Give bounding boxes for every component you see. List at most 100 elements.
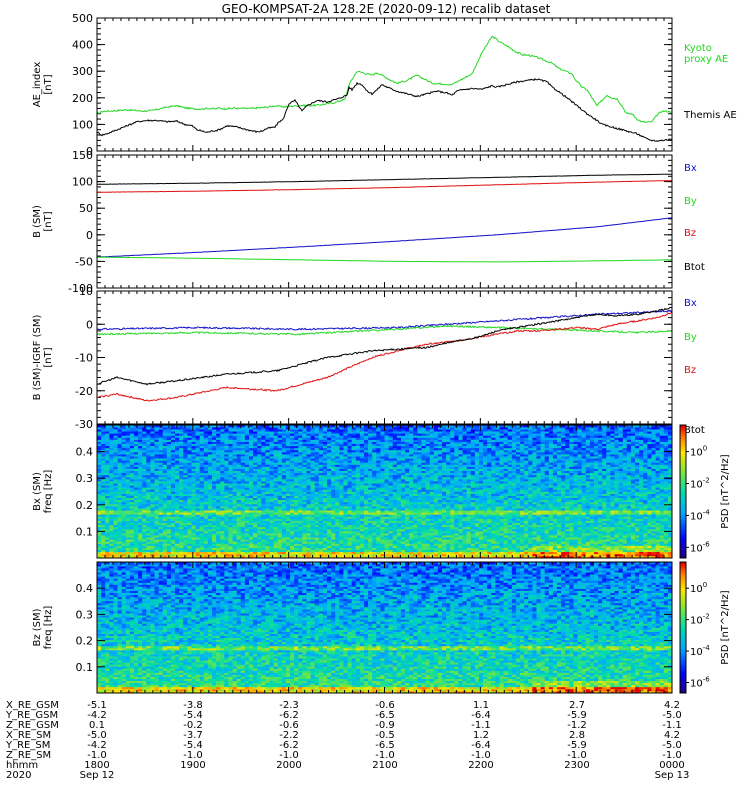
spectrogram-cell bbox=[573, 497, 578, 501]
spectrogram-cell bbox=[655, 503, 660, 507]
spectrogram-cell bbox=[429, 520, 435, 523]
spectrogram-cell bbox=[474, 524, 480, 528]
spectrogram-cell bbox=[585, 541, 591, 544]
spectrogram-cell bbox=[470, 514, 476, 517]
spectrogram-cell bbox=[528, 547, 533, 550]
spectrogram-cell bbox=[630, 539, 636, 542]
spectrogram-cell bbox=[511, 533, 517, 536]
spectrogram-cell bbox=[220, 526, 225, 530]
spectrogram-cell bbox=[565, 545, 570, 548]
spectrogram-cell bbox=[667, 543, 673, 546]
spectrogram-cell bbox=[199, 537, 205, 540]
spectrogram-cell bbox=[105, 535, 110, 538]
spectrogram-cell bbox=[240, 539, 246, 542]
spectrogram-cell bbox=[368, 497, 373, 501]
spectrogram-cell bbox=[327, 512, 332, 515]
spectrogram-cell bbox=[491, 549, 496, 553]
spectrogram-cell bbox=[647, 524, 652, 528]
spectrogram-cell bbox=[532, 541, 537, 544]
spectrogram-cell bbox=[446, 497, 451, 501]
spectrogram-cell bbox=[138, 537, 143, 540]
spectrogram-cell bbox=[437, 516, 443, 519]
spectrogram-cell bbox=[639, 522, 644, 526]
spectrogram-cell bbox=[487, 506, 492, 509]
spectrogram-cell bbox=[294, 547, 299, 550]
spectrogram-cell bbox=[273, 543, 279, 546]
spectrogram-cell bbox=[478, 512, 484, 515]
spectrogram-cell bbox=[216, 533, 221, 536]
spectrogram-cell bbox=[602, 539, 607, 542]
spectrogram-cell bbox=[474, 541, 480, 544]
spectrogram-cell bbox=[285, 539, 291, 542]
spectrogram-cell bbox=[290, 522, 295, 526]
spectrogram-cell bbox=[133, 493, 139, 496]
spectrogram-cell bbox=[253, 499, 258, 503]
spectrogram-cell bbox=[253, 501, 258, 505]
spectrogram-cell bbox=[409, 516, 414, 519]
spectrogram-cell bbox=[162, 537, 168, 540]
spectrogram-cell bbox=[306, 547, 311, 550]
spectrogram-cell bbox=[409, 503, 414, 507]
spectrogram-cell bbox=[474, 522, 480, 526]
spectrogram-cell bbox=[655, 528, 660, 532]
spectrogram-cell bbox=[557, 535, 562, 538]
spectrogram-cell bbox=[557, 545, 562, 548]
spectrogram-cell bbox=[602, 535, 607, 538]
spectrogram-cell bbox=[589, 545, 595, 548]
spectrogram-cell bbox=[388, 499, 394, 503]
spectrogram-cell bbox=[129, 497, 135, 501]
spectrogram-cell bbox=[552, 547, 558, 550]
spectrogram-cell bbox=[335, 501, 340, 505]
spectrogram-cell bbox=[142, 541, 147, 544]
y-tick-label: -20 bbox=[75, 385, 93, 398]
spectrogram-cell bbox=[327, 493, 332, 496]
spectrogram-cell bbox=[261, 541, 266, 544]
spectrogram-cell bbox=[138, 543, 143, 546]
spectrogram-cell bbox=[474, 555, 480, 559]
spectrogram-cell bbox=[322, 524, 328, 528]
spectrogram-cell bbox=[343, 508, 348, 511]
spectrogram-cell bbox=[589, 537, 595, 540]
spectrogram-cell bbox=[207, 528, 213, 532]
spectrogram-cell bbox=[437, 533, 443, 536]
spectrogram-cell bbox=[228, 553, 233, 557]
spectrogram-cell bbox=[548, 539, 554, 542]
spectrogram-cell bbox=[499, 530, 504, 534]
spectrogram-cell bbox=[536, 510, 541, 513]
spectrogram-cell bbox=[577, 497, 582, 501]
spectrogram-cell bbox=[244, 541, 250, 544]
spectrogram-cell bbox=[109, 553, 114, 557]
spectrogram-cell bbox=[540, 551, 545, 555]
spectrogram-cell bbox=[281, 539, 287, 542]
spectrogram-cell bbox=[573, 506, 578, 509]
spectrogram-cell bbox=[355, 547, 361, 550]
spectrogram-cell bbox=[261, 522, 266, 526]
spectrogram-cell bbox=[413, 508, 418, 511]
spectrogram-cell bbox=[433, 516, 439, 519]
spectrogram-cell bbox=[421, 524, 426, 528]
spectrogram-cell bbox=[643, 495, 648, 499]
spectrogram-cell bbox=[121, 493, 127, 496]
spectrogram-cell bbox=[150, 526, 155, 530]
spectrogram-cell bbox=[409, 537, 414, 540]
spectrogram-cell bbox=[663, 547, 669, 550]
spectrogram-cell bbox=[294, 499, 299, 503]
spectrogram-cell bbox=[442, 495, 447, 499]
spectrogram-cell bbox=[207, 520, 213, 523]
spectrogram-cell bbox=[244, 549, 250, 553]
spectrogram-cell bbox=[142, 526, 147, 530]
spectrogram-cell bbox=[392, 541, 398, 544]
spectrogram-cell bbox=[540, 522, 545, 526]
spectrogram-cell bbox=[203, 553, 209, 557]
chart-title: GEO-KOMPSAT-2A 128.2E (2020-09-12) recal… bbox=[222, 2, 551, 16]
spectrogram-cell bbox=[495, 537, 500, 540]
spectrogram-cell bbox=[483, 549, 488, 553]
spectrogram-cell bbox=[626, 547, 632, 550]
spectrogram-cell bbox=[577, 539, 582, 542]
spectrogram-cell bbox=[462, 520, 467, 523]
spectrogram-cell bbox=[577, 553, 582, 557]
spectrogram-cell bbox=[384, 510, 389, 513]
spectrogram-cell bbox=[331, 533, 336, 536]
spectrogram-cell bbox=[244, 522, 250, 526]
spectrogram-cell bbox=[466, 549, 472, 553]
